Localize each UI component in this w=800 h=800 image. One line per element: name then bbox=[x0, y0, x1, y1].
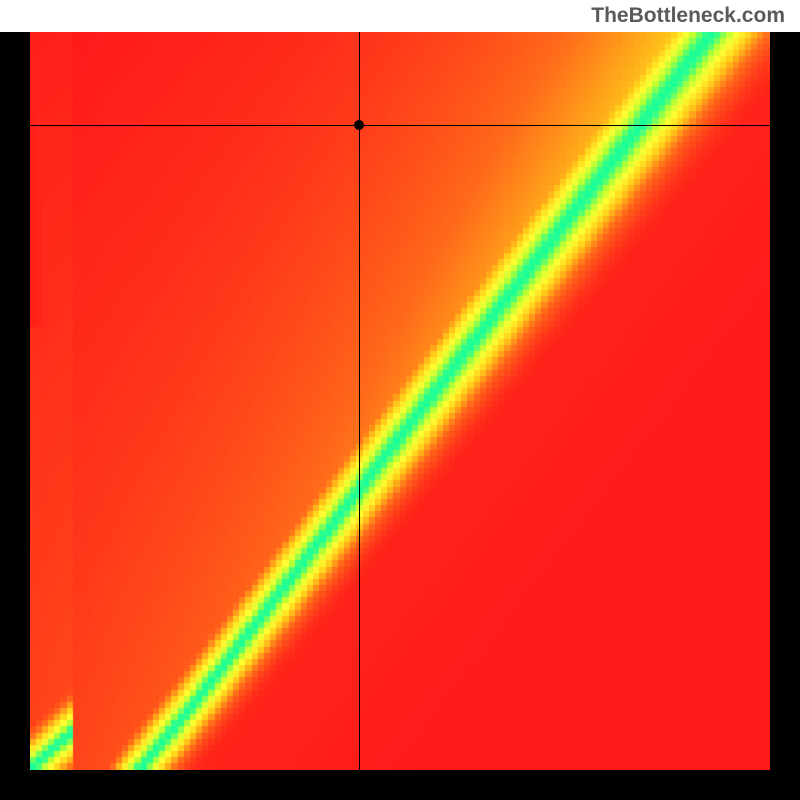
chart-container: TheBottleneck.com bbox=[0, 0, 800, 800]
crosshair-horizontal bbox=[30, 125, 770, 126]
plot-area bbox=[30, 32, 770, 770]
marker-dot bbox=[354, 120, 364, 130]
heatmap-canvas bbox=[30, 32, 770, 770]
watermark-text: TheBottleneck.com bbox=[591, 4, 785, 28]
crosshair-vertical bbox=[359, 32, 360, 770]
plot-frame bbox=[0, 32, 800, 800]
